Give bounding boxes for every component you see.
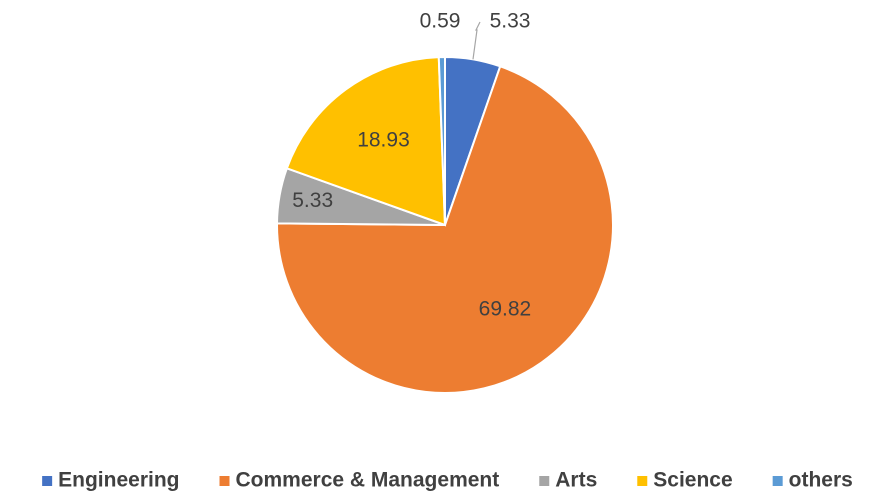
legend-swatch — [42, 476, 53, 486]
data-label: 0.59 — [420, 10, 461, 33]
legend-label: Engineering — [58, 469, 179, 492]
legend-label: Science — [653, 469, 732, 492]
data-label: 5.33 — [490, 10, 531, 33]
data-label: 5.33 — [292, 189, 333, 212]
leader-line — [472, 21, 481, 60]
pie-slice — [285, 56, 447, 227]
pie-slice — [276, 65, 614, 394]
data-label: 18.93 — [357, 128, 410, 151]
legend-swatch — [219, 476, 230, 486]
legend-swatch — [539, 476, 550, 486]
legend-label: Commerce & Management — [236, 469, 500, 492]
legend-swatch — [772, 476, 783, 486]
legend-label: others — [789, 469, 853, 492]
legend-swatch — [637, 476, 648, 486]
pie-slice — [437, 55, 446, 226]
legend-label: Arts — [555, 469, 597, 492]
data-label: 69.82 — [479, 298, 532, 321]
